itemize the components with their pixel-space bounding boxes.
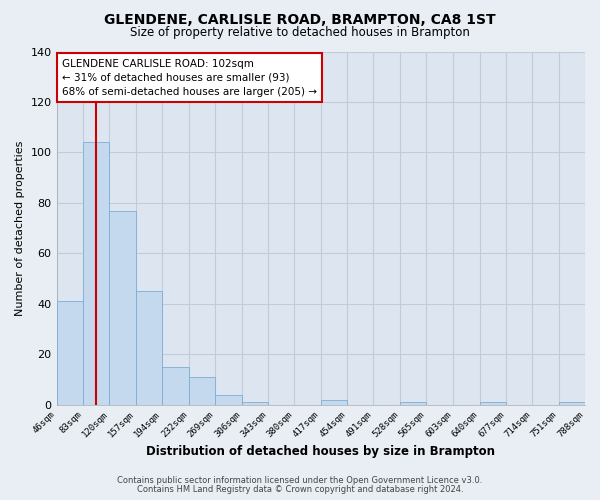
Text: Contains HM Land Registry data © Crown copyright and database right 2024.: Contains HM Land Registry data © Crown c… [137, 485, 463, 494]
Bar [559, 402, 585, 405]
Bar [321, 400, 347, 405]
X-axis label: Distribution of detached houses by size in Brampton: Distribution of detached houses by size … [146, 444, 495, 458]
Text: GLENDENE, CARLISLE ROAD, BRAMPTON, CA8 1ST: GLENDENE, CARLISLE ROAD, BRAMPTON, CA8 1… [104, 12, 496, 26]
Bar [162, 367, 189, 405]
Bar [400, 402, 426, 405]
Y-axis label: Number of detached properties: Number of detached properties [15, 140, 25, 316]
Text: GLENDENE CARLISLE ROAD: 102sqm
← 31% of detached houses are smaller (93)
68% of : GLENDENE CARLISLE ROAD: 102sqm ← 31% of … [62, 58, 317, 96]
Bar [215, 395, 242, 405]
Bar [83, 142, 109, 405]
Bar [56, 302, 83, 405]
Text: Size of property relative to detached houses in Brampton: Size of property relative to detached ho… [130, 26, 470, 39]
Bar [189, 377, 215, 405]
Bar [242, 402, 268, 405]
Text: Contains public sector information licensed under the Open Government Licence v3: Contains public sector information licen… [118, 476, 482, 485]
Bar [136, 292, 162, 405]
Bar [479, 402, 506, 405]
Bar [109, 210, 136, 405]
